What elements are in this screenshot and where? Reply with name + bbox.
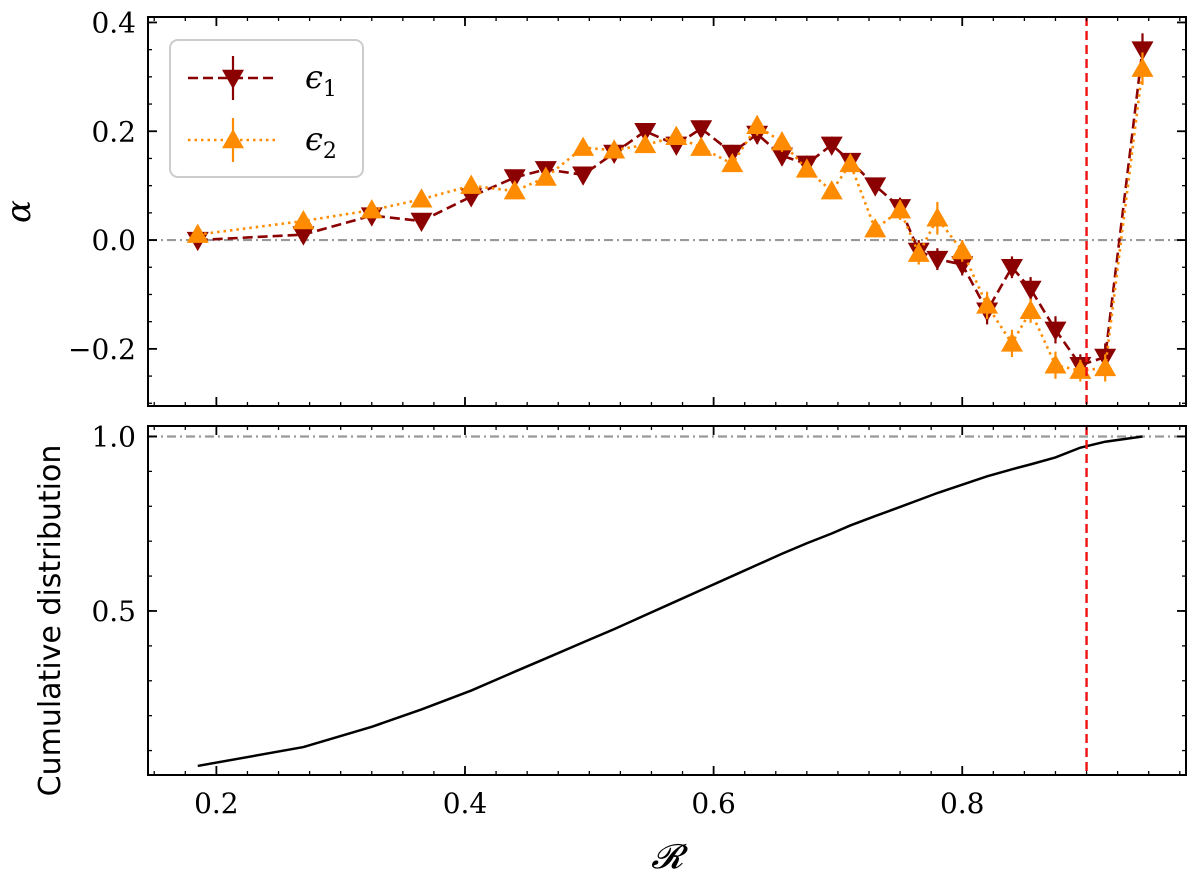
data-point-marker: [1019, 280, 1042, 301]
data-point-marker: [795, 158, 818, 178]
x-axis-title: 𝓡: [651, 837, 689, 875]
data-point-marker: [503, 180, 526, 200]
data-point-marker: [572, 136, 595, 156]
data-point-marker: [292, 226, 315, 246]
data-point-marker: [292, 210, 315, 230]
data-point-marker: [889, 199, 912, 219]
data-point-marker: [1044, 354, 1067, 374]
y-tick-label: 1.0: [91, 420, 136, 453]
data-point-marker: [864, 218, 887, 238]
bottom-series-line-0: [197, 435, 1143, 768]
data-point-marker: [503, 169, 526, 189]
data-point-marker: [690, 120, 713, 140]
data-point-marker: [976, 294, 999, 314]
data-point-marker: [864, 177, 887, 197]
bottom-axes-frame: [147, 425, 1187, 776]
data-point-marker: [721, 152, 744, 173]
y-tick-label: 0.5: [91, 595, 136, 628]
y-axis-title: Cumulative distribution: [33, 445, 68, 797]
legend-box: [169, 39, 364, 178]
data-point-marker: [410, 212, 433, 233]
legend-marker-1: [222, 129, 244, 149]
data-point-marker: [690, 136, 713, 156]
x-tick-label: 0.6: [691, 787, 736, 820]
data-point-marker: [1019, 299, 1042, 320]
data-point-marker: [665, 125, 688, 145]
data-point-marker: [770, 147, 793, 167]
x-tick-label: 0.4: [443, 787, 488, 820]
data-point-marker: [926, 207, 949, 227]
y-axis-title: α: [0, 200, 39, 223]
data-point-marker: [634, 123, 657, 143]
data-point-marker: [460, 174, 483, 194]
data-point-marker: [770, 131, 793, 151]
data-point-marker: [926, 250, 949, 271]
data-point-marker: [1044, 321, 1067, 341]
data-point-marker: [186, 223, 209, 243]
x-tick-label: 0.8: [940, 787, 985, 820]
data-point-marker: [1131, 41, 1154, 61]
y-tick-label: −0.2: [68, 333, 136, 366]
data-point-marker: [1000, 332, 1023, 352]
y-tick-label: 0.0: [91, 224, 136, 257]
data-point-marker: [839, 152, 862, 173]
y-tick-label: 0.2: [91, 115, 136, 148]
top-axes-frame: [147, 16, 1187, 407]
data-point-marker: [951, 239, 974, 260]
data-point-marker: [1131, 57, 1154, 77]
data-point-marker: [1094, 356, 1117, 377]
data-point-marker: [634, 133, 657, 154]
data-point-marker: [603, 139, 626, 159]
data-point-marker: [820, 136, 843, 156]
x-tick-label: 0.2: [194, 787, 239, 820]
data-point-marker: [951, 256, 974, 276]
data-point-marker: [907, 242, 930, 262]
data-point-marker: [1000, 259, 1023, 279]
bottom-panel: 0.2 0.4 0.6 0.8 1.0 0.5 Cumulative distributio…: [33, 420, 1187, 875]
data-point-marker: [572, 166, 595, 186]
data-point-marker: [820, 180, 843, 200]
data-point-marker: [360, 199, 383, 219]
legend-marker-0: [222, 69, 244, 89]
y-tick-label: 0.4: [91, 6, 136, 39]
data-point-marker: [746, 114, 769, 135]
data-point-marker: [410, 188, 433, 208]
data-point-marker: [534, 166, 557, 186]
